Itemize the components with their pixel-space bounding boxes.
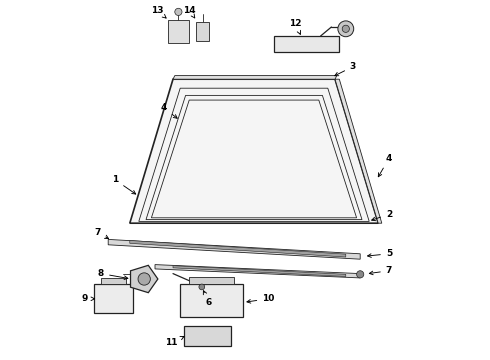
Text: 2: 2 — [372, 210, 392, 221]
Polygon shape — [274, 36, 339, 52]
Polygon shape — [155, 265, 360, 278]
Polygon shape — [130, 265, 158, 293]
Text: 6: 6 — [203, 291, 212, 307]
Circle shape — [175, 8, 182, 15]
Text: 14: 14 — [183, 5, 196, 18]
Text: 10: 10 — [247, 294, 274, 303]
Polygon shape — [130, 240, 346, 257]
Polygon shape — [94, 284, 133, 313]
Polygon shape — [173, 266, 346, 276]
Text: 11: 11 — [165, 337, 184, 347]
Polygon shape — [184, 326, 231, 346]
Text: 8: 8 — [98, 269, 128, 279]
Polygon shape — [168, 20, 189, 43]
Polygon shape — [196, 22, 209, 41]
Circle shape — [342, 25, 349, 32]
Text: 4: 4 — [161, 104, 177, 118]
Text: 9: 9 — [82, 294, 95, 303]
Polygon shape — [180, 284, 243, 317]
Circle shape — [357, 271, 364, 278]
Polygon shape — [335, 79, 382, 223]
Polygon shape — [189, 277, 234, 284]
Text: 1: 1 — [112, 175, 136, 194]
Text: 7: 7 — [94, 228, 108, 239]
Text: 4: 4 — [378, 154, 392, 177]
Text: 5: 5 — [368, 249, 392, 258]
Circle shape — [338, 21, 354, 37]
Circle shape — [138, 273, 150, 285]
Polygon shape — [130, 79, 378, 223]
Text: 7: 7 — [369, 266, 392, 275]
Polygon shape — [173, 76, 337, 79]
Polygon shape — [101, 278, 126, 284]
Text: 3: 3 — [335, 62, 356, 76]
Polygon shape — [108, 239, 360, 259]
Text: 12: 12 — [289, 19, 302, 34]
Text: 13: 13 — [150, 5, 166, 18]
Circle shape — [199, 284, 205, 290]
